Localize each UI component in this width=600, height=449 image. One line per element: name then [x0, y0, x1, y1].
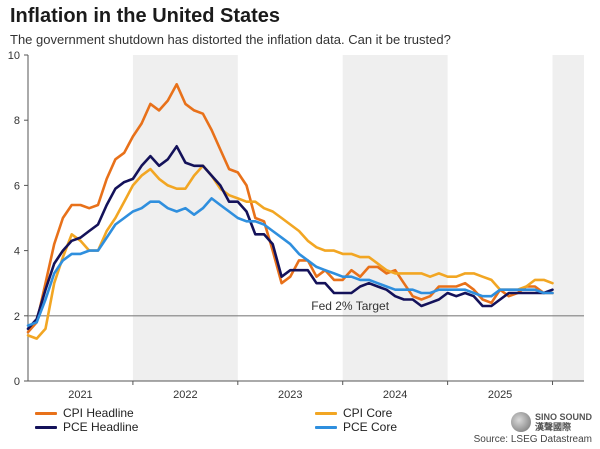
- legend-label: PCE Core: [343, 420, 398, 434]
- year-shading: [132, 55, 584, 381]
- x-tick-label: 2021: [68, 389, 92, 401]
- sino-sound-logo-icon: [510, 412, 531, 432]
- x-tick-label: 2023: [278, 389, 302, 401]
- series-line-pce-headline: [26, 145, 554, 331]
- watermark-line1: SINO SOUND: [534, 412, 592, 422]
- source-note: Source: LSEG Datastream: [473, 434, 592, 445]
- legend-swatch-pce-core: [315, 426, 337, 430]
- chart-subtitle: The government shutdown has distorted th…: [10, 32, 451, 47]
- legend-swatch-pce-headline: [35, 426, 57, 430]
- shaded-band-2: [552, 55, 584, 381]
- x-tick-label: 2024: [383, 389, 407, 401]
- legend-item-pce-core: PCE Core: [315, 420, 397, 434]
- chart-title: Inflation in the United States: [10, 5, 281, 27]
- series-line-pce-core: [26, 197, 554, 327]
- y-tick-label: 10: [8, 50, 20, 62]
- fed-target-label: Fed 2% Target: [311, 299, 389, 313]
- y-tick-label: 6: [14, 180, 20, 192]
- x-tick-label: 2022: [173, 389, 197, 401]
- watermark: SINO SOUND 漢聲國際: [510, 412, 592, 432]
- y-tick-label: 2: [14, 311, 20, 323]
- watermark-line2: 漢聲國際: [534, 422, 571, 432]
- shaded-band-1: [342, 55, 448, 381]
- y-tick-label: 0: [14, 376, 20, 388]
- legend-item-cpi-core: CPI Core: [315, 406, 392, 420]
- watermark-text: SINO SOUND 漢聲國際: [535, 412, 592, 432]
- x-tick-label: 2025: [488, 389, 512, 401]
- legend-label: CPI Core: [343, 406, 393, 420]
- legend-item-cpi-headline: CPI Headline: [35, 406, 134, 420]
- legend-swatch-cpi-core: [315, 412, 337, 416]
- legend-label: PCE Headline: [63, 420, 139, 434]
- y-tick-label: 8: [14, 115, 20, 127]
- series-group: [26, 83, 554, 340]
- axes: 0 2 4 6 8 10 2021 2022 2023 2024 2025: [8, 50, 584, 401]
- reference-line-group: Fed 2% Target: [28, 299, 584, 317]
- series-line-cpi-headline: [26, 83, 554, 334]
- shaded-band-0: [132, 55, 238, 381]
- legend-swatch-cpi-headline: [35, 412, 57, 416]
- y-tick-label: 4: [14, 246, 20, 258]
- legend-item-pce-headline: PCE Headline: [35, 420, 138, 434]
- legend-label: CPI Headline: [63, 406, 134, 420]
- series-line-cpi-core: [26, 164, 554, 340]
